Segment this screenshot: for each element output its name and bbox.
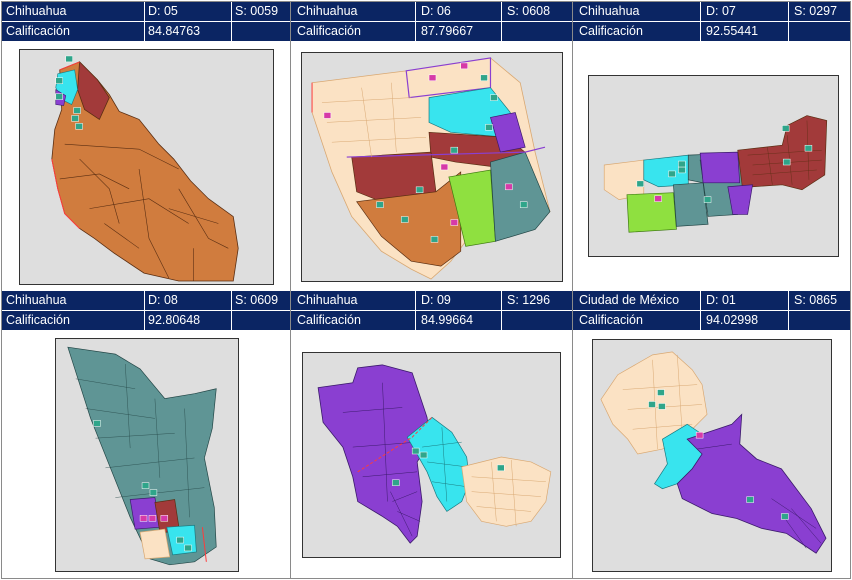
section-label: S: 0865 [794,293,838,307]
card-district-09: Chihuahua D: 09 S: 1296 Calificación 84.… [291,291,573,579]
score-value: 94.02998 [706,313,759,327]
district-map [592,339,832,572]
score-row: Calificación 87.79667 [291,22,572,41]
score-label: Calificación [297,313,361,327]
card-district-05: Chihuahua D: 05 S: 0059 Calificación 84.… [2,2,291,291]
score-row: Calificación 92.80648 [2,311,290,330]
score-row: Calificación 84.99664 [291,311,572,330]
district-map-08-icon [67,346,217,566]
score-value: 92.80648 [148,313,201,327]
city-label: Ciudad de México [579,293,680,307]
district-map [55,338,239,572]
section-label: S: 0059 [235,4,279,18]
district-map [302,352,561,558]
city-label: Chihuahua [297,293,358,307]
score-label: Calificación [6,313,70,327]
score-label: Calificación [6,24,70,38]
card-header: Chihuahua D: 07 S: 0297 [573,2,850,21]
score-row: Calificación 84.84763 [2,22,290,41]
card-header: Chihuahua D: 05 S: 0059 [2,2,290,21]
score-value: 84.99664 [421,313,474,327]
city-label: Chihuahua [6,293,67,307]
score-value: 84.84763 [148,24,201,38]
city-label: Chihuahua [297,4,358,18]
district-map-07-icon [603,115,828,233]
district-map [301,52,563,282]
district-label: D: 09 [421,293,451,307]
card-district-08: Chihuahua D: 08 S: 0609 Calificación 92.… [2,291,291,579]
score-label: Calificación [579,24,643,38]
card-header: Chihuahua D: 09 S: 1296 [291,291,572,310]
city-label: Chihuahua [6,4,67,18]
card-header: Chihuahua D: 08 S: 0609 [2,291,290,310]
district-label: D: 08 [148,293,178,307]
score-row: Calificación 94.02998 [573,311,850,330]
district-map-01-icon [600,351,827,554]
score-label: Calificación [579,313,643,327]
district-label: D: 07 [706,4,736,18]
section-label: S: 0609 [235,293,279,307]
district-map-06-icon [311,57,551,280]
district-label: D: 05 [148,4,178,18]
card-district-07: Chihuahua D: 07 S: 0297 Calificación 92.… [573,2,850,291]
district-map [588,75,839,257]
section-label: S: 0297 [794,4,838,18]
city-label: Chihuahua [579,4,640,18]
card-header: Chihuahua D: 06 S: 0608 [291,2,572,21]
score-row: Calificación 92.55441 [573,22,850,41]
score-value: 92.55441 [706,24,759,38]
results-row-1: Chihuahua D: 05 S: 0059 Calificación 84.… [2,2,850,291]
section-label: S: 1296 [507,293,551,307]
score-label: Calificación [297,24,361,38]
card-header: Ciudad de México D: 01 S: 0865 [573,291,850,310]
district-map-09-icon [317,364,552,544]
card-district-01: Ciudad de México D: 01 S: 0865 Calificac… [573,291,850,579]
section-label: S: 0608 [507,4,551,18]
district-map [19,49,274,285]
district-label: D: 06 [421,4,451,18]
district-label: D: 01 [706,293,736,307]
score-value: 87.79667 [421,24,474,38]
card-district-06: Chihuahua D: 06 S: 0608 Calificación 87.… [291,2,573,291]
results-row-2: Chihuahua D: 08 S: 0609 Calificación 92.… [2,291,850,579]
district-map-05-icon [51,55,239,282]
